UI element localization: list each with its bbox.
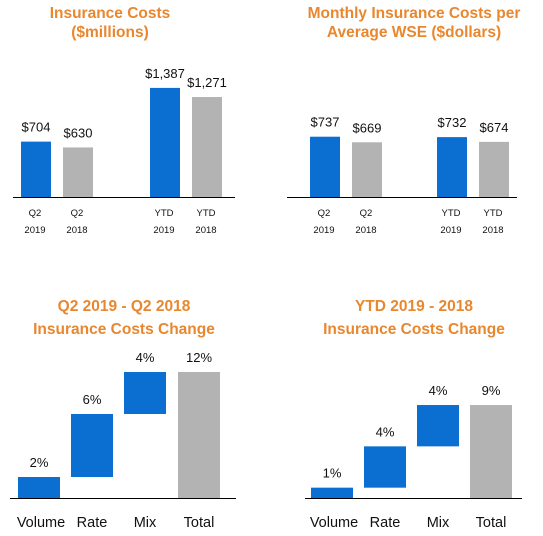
chart-2-tick-label-4-line1: YTD: [484, 208, 503, 219]
chart-4-bar-1: [311, 487, 353, 498]
chart-4-bar-2: [364, 446, 406, 488]
chart-4-value-label-1: 1%: [323, 466, 342, 481]
chart-2-value-label-1: $737: [311, 115, 340, 130]
chart-1-tick-label-4-line1: YTD: [197, 208, 216, 219]
chart-2-bar-1: [310, 136, 340, 197]
chart-2-title: Monthly Insurance Costs per: [308, 5, 521, 22]
chart-4-bar-4: [470, 405, 512, 498]
chart-1-tick-label-2-line2: 2018: [66, 225, 87, 236]
chart-3-tick-label-2: Rate: [77, 515, 108, 531]
chart-2-tick-label-1-line2: 2019: [313, 225, 334, 236]
chart-2-tick-label-4-line2: 2018: [482, 225, 503, 236]
chart-3-bar-1: [18, 477, 60, 498]
chart-1-tick-label-4-line2: 2018: [195, 225, 216, 236]
chart-3-bar-2: [71, 414, 113, 477]
chart-1-tick-label-2-line1: Q2: [71, 208, 84, 219]
chart-2-value-label-2: $669: [353, 120, 382, 135]
chart-4-value-label-4: 9%: [482, 383, 501, 398]
chart-2-tick-label-3-line2: 2019: [440, 225, 461, 236]
chart-2-bar-3: [437, 137, 467, 197]
chart-4-subtitle: Insurance Costs Change: [323, 321, 505, 338]
chart-2-tick-label-2-line2: 2018: [355, 225, 376, 236]
chart-3-value-label-4: 12%: [186, 350, 212, 365]
chart-2-bar-4: [479, 141, 509, 197]
chart-1-tick-label-1-line2: 2019: [24, 225, 45, 236]
chart-1-tick-label-3-line2: 2019: [153, 225, 174, 236]
chart-2-value-label-3: $732: [438, 115, 467, 130]
chart-3-title: Q2 2019 - Q2 2018: [58, 298, 191, 315]
chart-1-value-label-3: $1,387: [145, 66, 185, 81]
chart-3-subtitle: Insurance Costs Change: [33, 321, 215, 338]
chart-1-tick-label-3-line1: YTD: [155, 208, 174, 219]
chart-1-subtitle: ($millions): [71, 24, 149, 41]
chart-3-value-label-3: 4%: [136, 350, 155, 365]
chart-1-bar-2: [63, 147, 93, 197]
chart-2-tick-label-3-line1: YTD: [442, 208, 461, 219]
chart-1-bar-3: [150, 87, 180, 197]
chart-4-tick-label-4: Total: [476, 515, 507, 531]
chart-1-value-label-1: $704: [22, 120, 51, 135]
chart-1-bar-4: [192, 97, 222, 197]
chart-4-bar-3: [417, 405, 459, 447]
chart-2-tick-label-1-line1: Q2: [318, 208, 331, 219]
chart-4-title: YTD 2019 - 2018: [355, 298, 473, 315]
chart-4-tick-label-1: Volume: [310, 515, 358, 531]
chart-3-value-label-2: 6%: [83, 392, 102, 407]
chart-3-bar-4: [178, 372, 220, 498]
chart-1-bar-1: [21, 141, 51, 197]
chart-4-tick-label-3: Mix: [427, 515, 450, 531]
chart-2-tick-label-2-line1: Q2: [360, 208, 373, 219]
chart-3-value-label-1: 2%: [30, 455, 49, 470]
chart-1-value-label-4: $1,271: [187, 75, 227, 90]
chart-4-value-label-3: 4%: [429, 383, 448, 398]
chart-2-bar-2: [352, 142, 382, 197]
chart-1-value-label-2: $630: [64, 125, 93, 140]
chart-3-tick-label-3: Mix: [134, 515, 157, 531]
chart-2-value-label-4: $674: [480, 120, 509, 135]
chart-1-tick-label-1-line1: Q2: [29, 208, 42, 219]
chart-3-tick-label-4: Total: [184, 515, 215, 531]
chart-3-tick-label-1: Volume: [17, 515, 65, 531]
chart-4-value-label-2: 4%: [376, 424, 395, 439]
chart-4-tick-label-2: Rate: [370, 515, 401, 531]
chart-3-bar-3: [124, 372, 166, 414]
chart-2-subtitle: Average WSE ($dollars): [327, 24, 501, 41]
chart-1-title: Insurance Costs: [50, 5, 171, 22]
